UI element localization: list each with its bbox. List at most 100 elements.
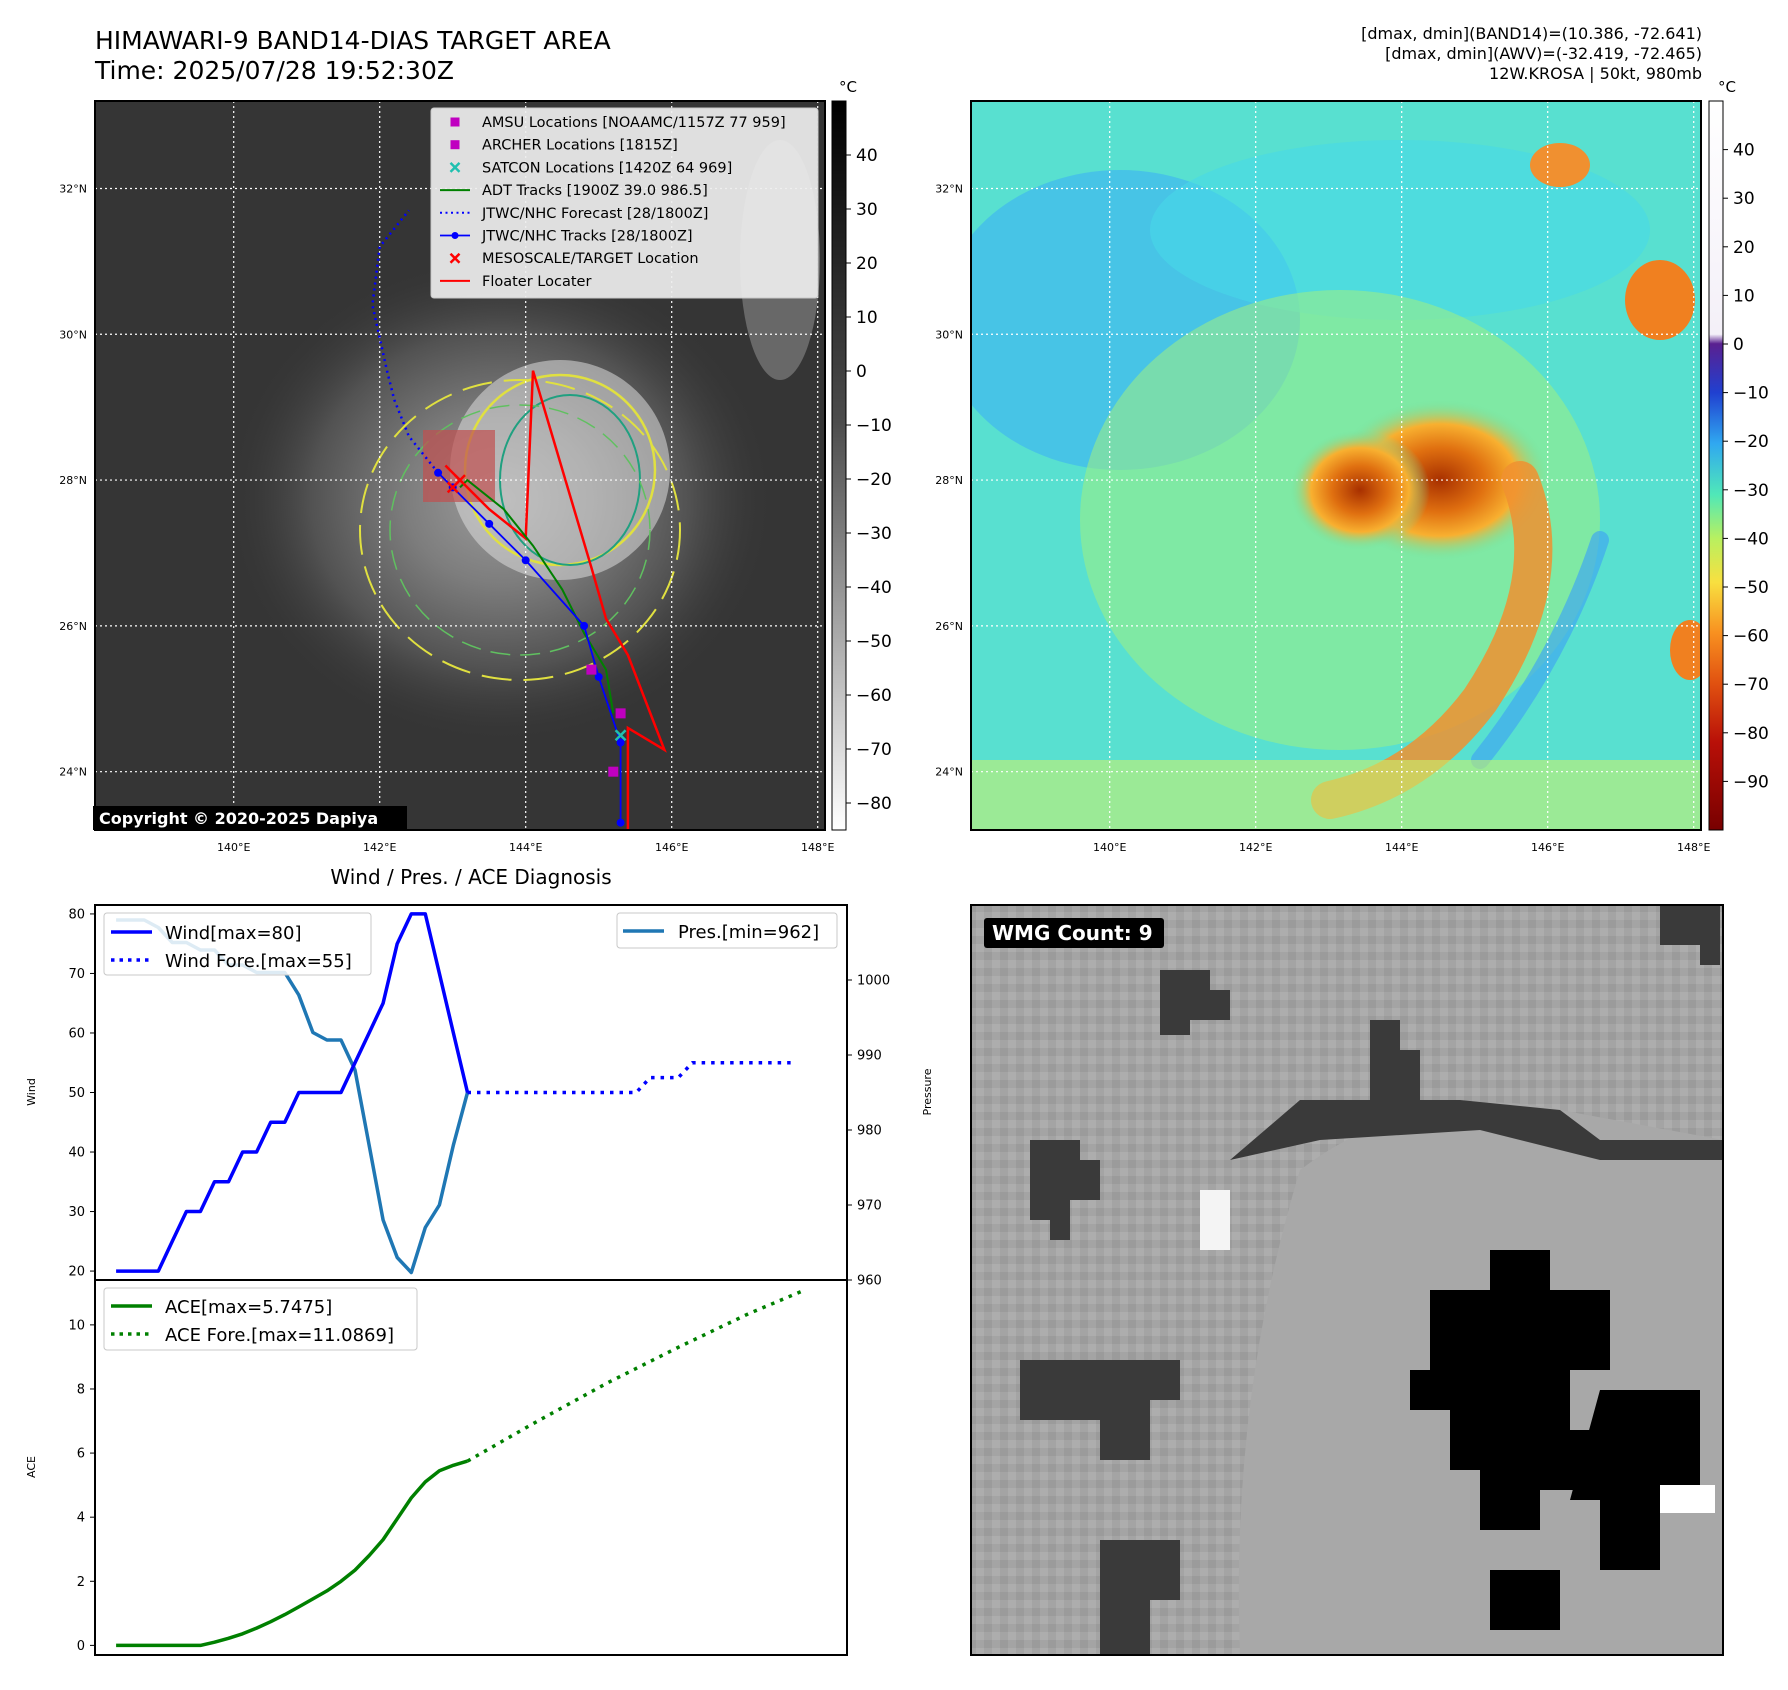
awv-lon-tick-label: 140°E	[1093, 841, 1126, 854]
awv-colorbar-unit: °C	[1718, 78, 1736, 96]
ir-lat-tick-label: 28°N	[59, 474, 87, 487]
floater-locater-track	[444, 370, 667, 830]
ir-legend: AMSU Locations [NOAAMC/1157Z 77 959] ARCH…	[430, 107, 819, 299]
ir-lat-ticks: 32°N 30°N 28°N 26°N 24°N	[59, 182, 87, 778]
legend-entry-label: MESOSCALE/TARGET Location	[482, 251, 699, 267]
ir-legend-entry: JTWC/NHC Tracks [28/1800Z]	[440, 229, 693, 245]
wmg-panel: WMG Count: 9	[970, 904, 1724, 1656]
ir-legend-entry: JTWC/NHC Forecast [28/1800Z]	[440, 206, 708, 222]
ir-lon-tick-label: 148°E	[801, 841, 834, 854]
copyright-box	[93, 806, 407, 830]
y-tick-label: 40	[68, 1146, 85, 1161]
ir-legend-entry: ARCHER Locations [1815Z]	[450, 138, 678, 154]
legend-entry-label: ARCHER Locations [1815Z]	[482, 138, 678, 154]
amsu-location-marker	[615, 708, 626, 719]
colorbar-tick-label: −80	[856, 794, 892, 814]
legend-entry-label: ADT Tracks [1900Z 39.0 986.5]	[482, 183, 708, 199]
ir-legend-entry: ADT Tracks [1900Z 39.0 986.5]	[440, 183, 708, 199]
ace-chart: 0 2 4 6 8 10 ACE ACE[max=5.7475] ACE Fore.[ma…	[25, 1279, 848, 1656]
ir-colorbar-unit: °C	[839, 78, 857, 96]
wmg-count-label: WMG Count: 9	[992, 921, 1153, 945]
storm-status-text: 12W.KROSA | 50kt, 980mb	[1489, 64, 1702, 83]
y-tick-label: 6	[77, 1447, 85, 1462]
wmg-frame	[970, 904, 1724, 1656]
ir-legend-box	[430, 107, 819, 299]
colorbar-tick-label: −20	[856, 470, 892, 490]
colorbar-tick-label: 20	[856, 254, 878, 274]
ir-legend-entry: SATCON Locations [1420Z 64 969]	[449, 160, 732, 176]
ace-forecast-legend-label: ACE Fore.[max=11.0869]	[165, 1325, 394, 1346]
colorbar-tick-label: −60	[1733, 627, 1769, 647]
y-tick-label: 20	[68, 1265, 85, 1280]
wind-line	[116, 912, 470, 1273]
ir-legend-entry: AMSU Locations [NOAAMC/1157Z 77 959]	[450, 115, 786, 131]
awv-lon-tick-label: 146°E	[1531, 841, 1564, 854]
awv-field	[971, 101, 1701, 830]
pressure-legend: Pres.[min=962]	[616, 912, 838, 949]
y-tick-label: 80	[68, 907, 85, 922]
jtwc-track-point	[594, 672, 603, 681]
pressure-axis-label: Pressure	[921, 1068, 934, 1115]
ir-lat-tick-label: 24°N	[59, 766, 87, 779]
awv-gridlines	[971, 101, 1701, 830]
target-location-marker	[446, 481, 459, 494]
awv-colorbar: °C 40 30 20 10 0 −10 −20 −30 −40 −50 −60 −70 −80 −90	[1708, 78, 1769, 831]
ace-legend: ACE[max=5.7475] ACE Fore.[max=11.0869]	[103, 1287, 418, 1351]
wind-forecast-legend-label: Wind Fore.[max=55]	[165, 951, 352, 972]
y2-tick-label: 1000	[857, 974, 890, 989]
ace-plot-frame	[94, 1279, 848, 1656]
awv-lat-tick-label: 26°N	[935, 620, 963, 633]
awv-lat-ticks: 32°N 30°N 28°N 26°N 24°N	[935, 182, 963, 778]
storm-info-block: [dmax, dmin](BAND14)=(10.386, -72.641) […	[1361, 24, 1702, 84]
ir-lat-tick-label: 26°N	[59, 620, 87, 633]
mesoscale-target-box	[423, 430, 495, 502]
colorbar-tick-label: −20	[1733, 432, 1769, 452]
ir-lat-tick-label: 30°N	[59, 328, 87, 341]
ace-legend-label: ACE[max=5.7475]	[165, 1297, 332, 1318]
ace-line	[116, 1459, 468, 1648]
y2-tick-label: 980	[857, 1124, 882, 1139]
colorbar-tick-label: −60	[856, 686, 892, 706]
colorbar-tick-label: 0	[856, 362, 867, 382]
ir-map-frame	[94, 100, 826, 831]
copyright-text: Copyright © 2020-2025 Dapiya	[99, 809, 378, 828]
wind-pressure-chart: Wind / Pres. / ACE Diagnosis 20 30 40 50 60 7…	[25, 865, 934, 1289]
awv-lat-tick-label: 30°N	[935, 328, 963, 341]
title-line-2: Time: 2025/07/28 19:52:30Z	[95, 56, 454, 85]
colorbar-tick-label: −10	[1733, 384, 1769, 404]
legend-entry-label: SATCON Locations [1420Z 64 969]	[482, 160, 732, 176]
ir-tracks	[371, 209, 667, 830]
legend-square-marker	[450, 140, 460, 150]
y-tick-label: 50	[68, 1086, 85, 1101]
colorbar-tick-label: −50	[1733, 578, 1769, 598]
pressure-legend-label: Pres.[min=962]	[678, 922, 819, 943]
colorbar-tick-label: 30	[1733, 189, 1755, 209]
awv-lon-tick-label: 148°E	[1677, 841, 1710, 854]
ir-colorbar-gradient	[831, 100, 847, 831]
colorbar-tick-label: −80	[1733, 724, 1769, 744]
legend-entry-label: JTWC/NHC Forecast [28/1800Z]	[481, 206, 708, 222]
wind-y-ticks: 20 30 40 50 60 70 80	[68, 907, 95, 1280]
adt-track	[459, 478, 615, 714]
colorbar-tick-label: −30	[856, 524, 892, 544]
jtwc-track-point	[616, 818, 625, 827]
y2-tick-label: 970	[857, 1199, 882, 1214]
wind-legend-label: Wind[max=80]	[165, 923, 302, 944]
colorbar-tick-label: −30	[1733, 481, 1769, 501]
ace-axis-label: ACE	[25, 1456, 38, 1478]
awv-lon-tick-label: 144°E	[1385, 841, 1418, 854]
jtwc-track-point	[580, 621, 589, 630]
y2-tick-label: 960	[857, 1274, 882, 1289]
ir-lat-tick-label: 32°N	[59, 182, 87, 195]
ir-lon-tick-label: 142°E	[363, 841, 396, 854]
ace-forecast-line	[466, 1288, 806, 1463]
ir-map-panel: 32°N 30°N 28°N 26°N 24°N 140°E 142°E 144°E 146°…	[59, 100, 834, 854]
wind-legend-box	[103, 912, 372, 976]
awv-lat-tick-label: 32°N	[935, 182, 963, 195]
colorbar-tick-label: −40	[856, 578, 892, 598]
colorbar-tick-label: −70	[856, 740, 892, 760]
amsu-location-marker	[608, 766, 619, 777]
satcon-location-marker	[614, 729, 627, 742]
y-tick-label: 4	[77, 1511, 85, 1526]
